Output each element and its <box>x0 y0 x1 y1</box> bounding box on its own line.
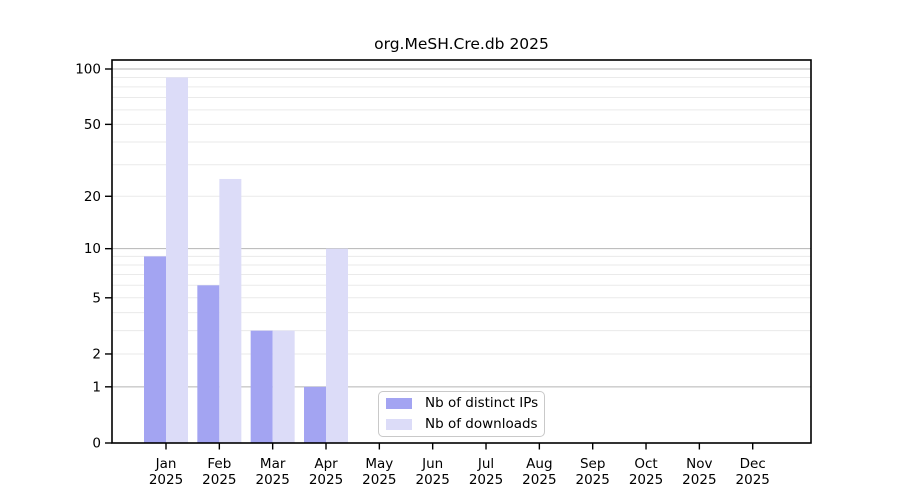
x-tick-label-year: 2025 <box>149 472 183 488</box>
y-tick-label: 0 <box>92 436 101 452</box>
x-tick-label-month: Oct <box>634 456 657 472</box>
y-tick-label: 50 <box>84 117 101 133</box>
x-tick-label-year: 2025 <box>736 472 770 488</box>
plot-border <box>111 59 812 444</box>
y-tick-label: 10 <box>84 241 101 257</box>
x-tick-label-year: 2025 <box>682 472 716 488</box>
x-tick-label-month: Aug <box>526 456 552 472</box>
x-tick-label-month: Dec <box>740 456 766 472</box>
legend-swatch-distinct-ips <box>386 398 412 409</box>
x-tick-label-year: 2025 <box>309 472 343 488</box>
x-tick-label-month: Feb <box>207 456 231 472</box>
legend-label-distinct-ips: Nb of distinct IPs <box>425 394 539 411</box>
x-tick-label-month: Apr <box>314 456 338 472</box>
legend-swatch-downloads <box>386 419 412 430</box>
x-tick-label-year: 2025 <box>522 472 556 488</box>
bar-downloads-apr <box>326 248 349 443</box>
legend-item-distinct-ips: Nb of distinct IPs <box>386 395 544 413</box>
legend-label-downloads: Nb of downloads <box>425 415 538 432</box>
x-tick-label-month: Mar <box>260 456 286 472</box>
x-tick-label-year: 2025 <box>202 472 236 488</box>
x-tick-label-year: 2025 <box>629 472 663 488</box>
bar-distinct-ips-jan <box>144 256 166 443</box>
bar-downloads-jan <box>166 77 188 444</box>
bar-downloads-feb <box>219 178 242 444</box>
x-tick-label-month: May <box>365 456 393 472</box>
x-tick-label-month: Jun <box>421 456 443 472</box>
legend: Nb of distinct IPs Nb of downloads <box>378 391 545 437</box>
y-tick-label: 1 <box>92 379 101 395</box>
x-tick-label-year: 2025 <box>255 472 289 488</box>
legend-item-downloads: Nb of downloads <box>386 416 544 434</box>
x-tick-label-month: Sep <box>580 456 605 472</box>
y-tick-label: 20 <box>84 189 101 205</box>
bar-distinct-ips-mar <box>250 330 273 443</box>
x-tick-label-year: 2025 <box>576 472 610 488</box>
bar-distinct-ips-apr <box>304 386 327 443</box>
y-tick-label: 100 <box>75 62 101 78</box>
bar-downloads-mar <box>272 330 295 443</box>
x-tick-label-month: Jan <box>155 456 177 472</box>
x-tick-label-year: 2025 <box>416 472 450 488</box>
y-tick-label: 2 <box>92 346 101 362</box>
y-tick-label: 5 <box>92 290 101 306</box>
x-tick-label-year: 2025 <box>469 472 503 488</box>
chart-title: org.MeSH.Cre.db 2025 <box>374 35 549 53</box>
bar-distinct-ips-feb <box>197 285 220 443</box>
x-tick-label-month: Nov <box>686 456 712 472</box>
x-tick-label-month: Jul <box>477 456 494 472</box>
x-tick-label-year: 2025 <box>362 472 396 488</box>
